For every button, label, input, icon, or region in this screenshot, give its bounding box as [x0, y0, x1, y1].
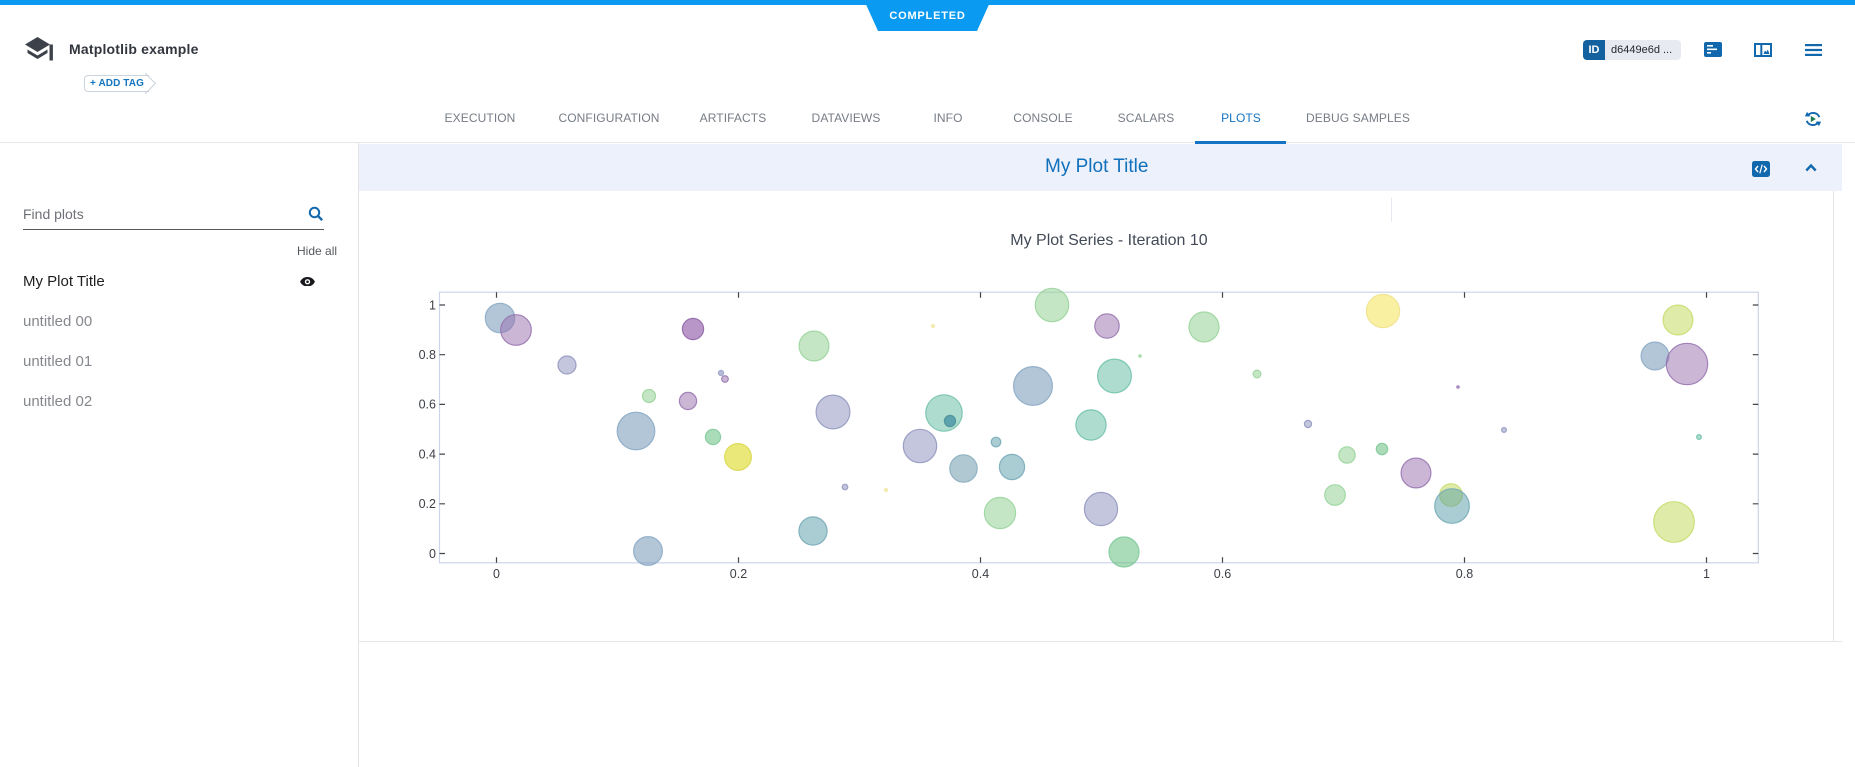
svg-text:0: 0	[493, 567, 500, 581]
svg-text:1: 1	[1703, 567, 1710, 581]
svg-text:0.6: 0.6	[419, 398, 436, 412]
svg-text:0.2: 0.2	[419, 497, 436, 511]
svg-text:0.6: 0.6	[1214, 567, 1231, 581]
svg-text:0.8: 0.8	[419, 348, 436, 362]
svg-text:My Plot Series - Iteration 10: My Plot Series - Iteration 10	[1010, 232, 1208, 249]
svg-text:0.4: 0.4	[419, 447, 436, 461]
svg-text:0.4: 0.4	[972, 567, 989, 581]
svg-text:0: 0	[429, 547, 436, 561]
svg-text:0.8: 0.8	[1456, 567, 1473, 581]
svg-text:1: 1	[429, 298, 436, 312]
svg-text:0.2: 0.2	[730, 567, 747, 581]
